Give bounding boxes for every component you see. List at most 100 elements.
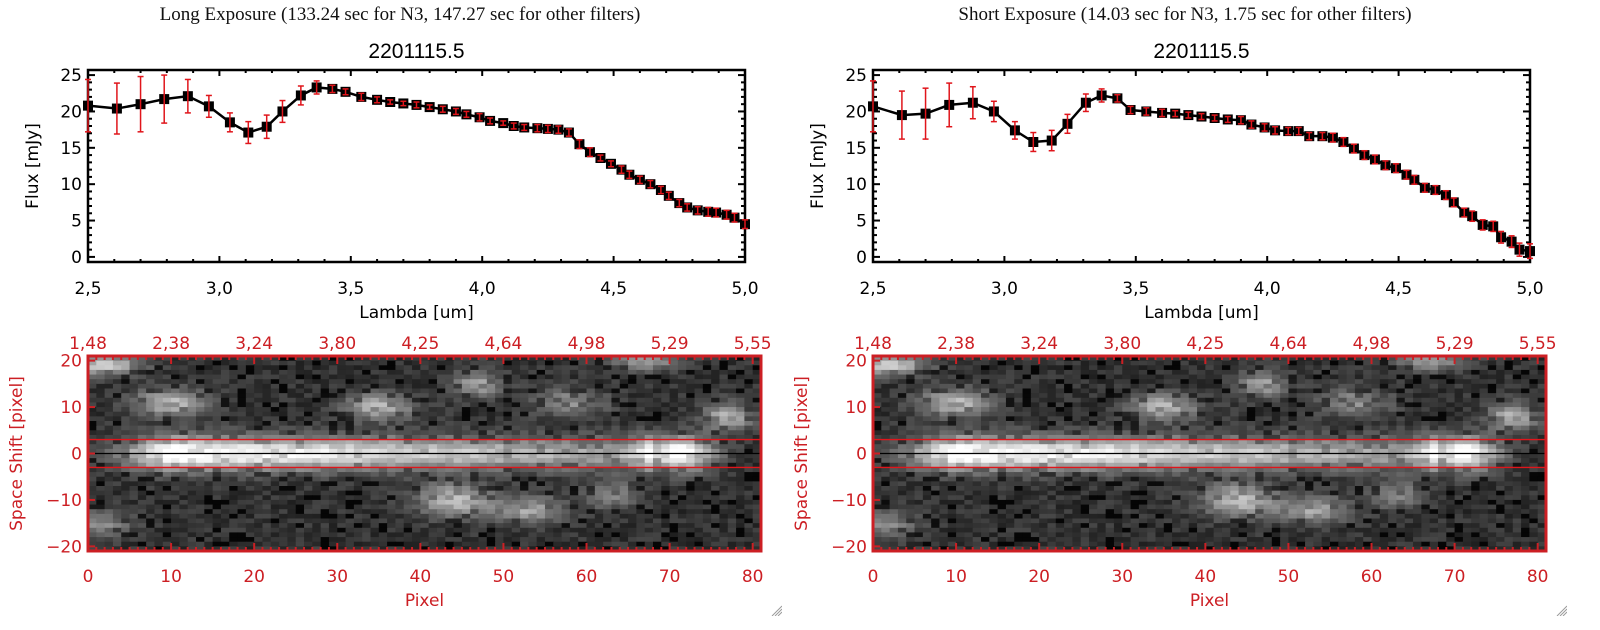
- image-pixel: [196, 486, 205, 492]
- image-pixel: [636, 453, 646, 459]
- image-pixel: [370, 458, 380, 464]
- image-pixel: [652, 537, 662, 543]
- image-pixel: [561, 356, 571, 362]
- image-pixel: [304, 411, 313, 417]
- image-pixel: [644, 523, 654, 529]
- image-x-tick-label: 30: [326, 567, 348, 587]
- image-pixel: [677, 407, 687, 413]
- image-pixel: [586, 407, 596, 413]
- image-pixel: [420, 527, 430, 534]
- image-pixel: [520, 472, 529, 478]
- image-pixel: [1429, 356, 1439, 362]
- image-pixel: [536, 467, 546, 473]
- image-pixel: [561, 513, 571, 520]
- image-pixel: [520, 518, 529, 524]
- image-pixel: [594, 356, 604, 362]
- image-pixel: [1255, 379, 1265, 385]
- image-pixel: [279, 444, 289, 450]
- image-pixel: [196, 388, 205, 394]
- image-pixel: [204, 444, 214, 450]
- x-tick-label: 5,0: [731, 279, 758, 299]
- image-pixel: [889, 383, 899, 390]
- image-pixel: [578, 407, 588, 413]
- image-pixel: [395, 476, 405, 482]
- image-pixel: [956, 379, 965, 385]
- image-pixel: [594, 369, 604, 376]
- image-pixel: [511, 513, 521, 520]
- image-pixel: [495, 397, 505, 404]
- image-pixel: [669, 383, 679, 390]
- image-pixel: [304, 481, 313, 487]
- image-pixel: [237, 490, 247, 496]
- image-pixel: [652, 383, 662, 390]
- image-pixel: [162, 490, 172, 496]
- image-pixel: [561, 476, 571, 482]
- image-pixel: [137, 486, 147, 492]
- image-pixel: [104, 458, 114, 464]
- spectral-image: [88, 356, 762, 552]
- image-pixel: [112, 541, 122, 547]
- image-pixel: [220, 458, 230, 464]
- image-pixel: [171, 453, 180, 459]
- image-pixel: [661, 430, 671, 436]
- image-pixel: [536, 411, 546, 417]
- image-pixel: [453, 476, 463, 482]
- image-pixel: [744, 374, 754, 380]
- image-pixel: [245, 430, 255, 436]
- image-pixel: [1113, 379, 1123, 385]
- image-pixel: [947, 356, 957, 362]
- image-pixel: [445, 439, 455, 445]
- image-pixel: [1537, 383, 1547, 390]
- image-pixel: [939, 356, 949, 362]
- image-pixel: [1437, 379, 1447, 385]
- image-pixel: [881, 388, 891, 394]
- image-pixel: [395, 537, 405, 543]
- image-pixel: [353, 356, 363, 362]
- image-pixel: [129, 504, 139, 510]
- image-pixel: [536, 518, 546, 524]
- image-pixel: [353, 411, 363, 417]
- image-pixel: [628, 486, 637, 492]
- image-pixel: [495, 462, 505, 469]
- image-pixel: [445, 462, 455, 469]
- image-pixel: [187, 453, 197, 459]
- image-pixel: [1138, 369, 1148, 376]
- image-pixel: [137, 416, 147, 422]
- image-pixel: [611, 448, 621, 455]
- image-pixel: [179, 509, 189, 515]
- image-pixel: [1230, 374, 1240, 380]
- image-pixel: [137, 425, 147, 431]
- image-pixel: [104, 490, 114, 496]
- image-pixel: [669, 527, 679, 534]
- image-pixel: [179, 504, 189, 510]
- image-pixel: [254, 397, 264, 404]
- image-pixel: [162, 374, 172, 380]
- image-pixel: [711, 369, 721, 376]
- image-pixel: [204, 518, 214, 524]
- image-pixel: [470, 369, 480, 376]
- image-pixel: [677, 523, 687, 529]
- image-pixel: [636, 360, 646, 366]
- image-pixel: [511, 383, 521, 390]
- image-pixel: [403, 509, 413, 515]
- image-pixel: [569, 490, 579, 496]
- error-bar: [313, 80, 320, 95]
- image-pixel: [270, 509, 280, 515]
- image-pixel: [486, 486, 496, 492]
- image-pixel: [478, 439, 488, 445]
- image-pixel: [636, 532, 646, 538]
- image-pixel: [270, 504, 280, 510]
- image-pixel: [1238, 369, 1248, 376]
- image-pixel: [312, 509, 322, 515]
- image-pixel: [129, 397, 139, 404]
- image-pixel: [881, 374, 891, 380]
- image-pixel: [262, 537, 272, 543]
- image-pixel: [1346, 383, 1356, 390]
- image-pixel: [403, 407, 413, 413]
- image-pixel: [245, 421, 255, 427]
- image-pixel: [661, 541, 671, 547]
- image-pixel: [1471, 356, 1481, 362]
- image-pixel: [719, 393, 729, 399]
- image-pixel: [628, 467, 637, 473]
- resize-grip-icon[interactable]: [770, 604, 782, 616]
